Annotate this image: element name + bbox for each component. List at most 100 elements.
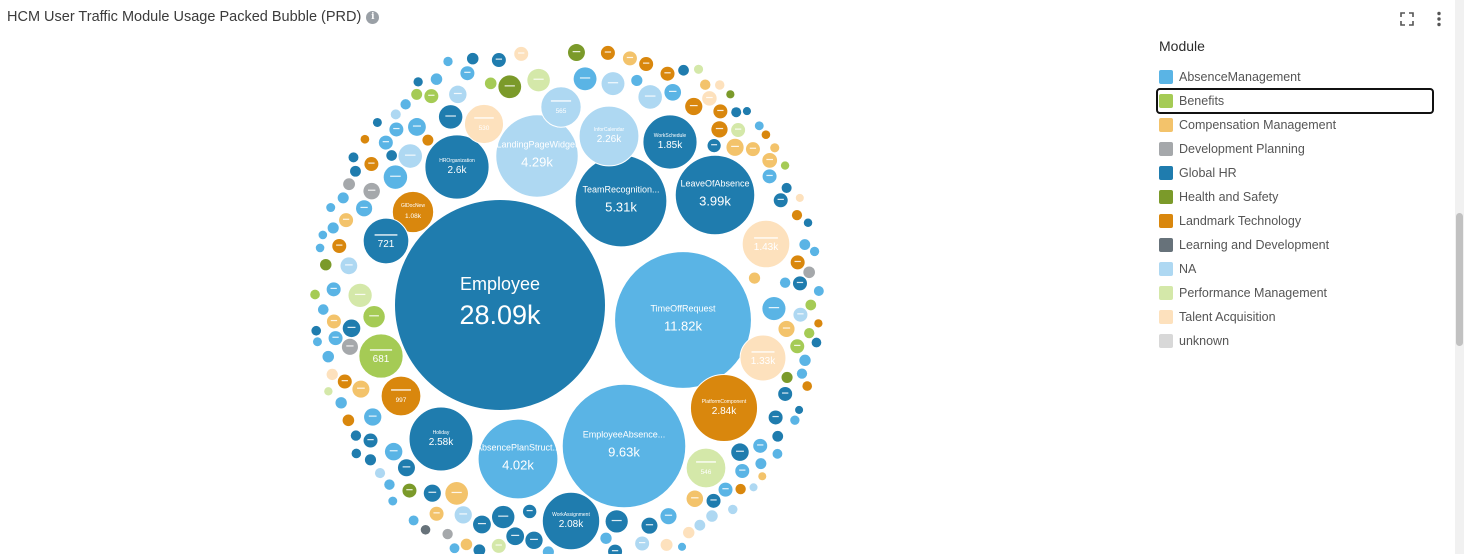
bubble-small[interactable] [311, 325, 322, 336]
bubble-small[interactable] [423, 484, 441, 502]
bubble-small[interactable] [735, 483, 746, 495]
bubble-small[interactable] [748, 272, 761, 284]
bubble[interactable]: 681 [358, 333, 404, 379]
bubble-small[interactable] [527, 68, 550, 92]
bubble-small[interactable] [352, 380, 370, 398]
bubble-small[interactable] [506, 527, 525, 546]
bubble-small[interactable] [755, 458, 767, 470]
bubble-small[interactable] [449, 543, 460, 554]
bubble-small[interactable] [390, 109, 401, 120]
legend-item[interactable]: NA [1159, 257, 1439, 281]
bubble-small[interactable] [326, 314, 341, 329]
bubble-small[interactable] [484, 77, 497, 90]
bubble-small[interactable] [324, 387, 333, 396]
legend-item[interactable]: unknown [1159, 329, 1439, 353]
bubble-small[interactable] [605, 510, 628, 533]
bubble-small[interactable] [772, 430, 784, 442]
bubble-small[interactable] [622, 51, 637, 66]
bubble-small[interactable] [350, 430, 362, 441]
bubble-small[interactable] [728, 504, 738, 515]
bubble-small[interactable] [466, 52, 479, 65]
bubble-small[interactable] [327, 222, 339, 234]
bubble-small[interactable] [639, 57, 654, 72]
bubble-small[interactable] [754, 121, 764, 131]
bubble-small[interactable] [608, 544, 623, 554]
bubble-small[interactable] [342, 319, 361, 338]
bubble-small[interactable] [731, 107, 742, 118]
bubble-small[interactable] [460, 538, 473, 551]
bubble-small[interactable] [389, 122, 404, 137]
bubble-small[interactable] [677, 542, 687, 551]
legend-item[interactable]: Benefits [1156, 88, 1434, 114]
bubble-small[interactable] [778, 386, 793, 401]
bubble[interactable]: 546 [685, 447, 727, 489]
bubble-small[interactable] [364, 408, 382, 426]
bubble-small[interactable] [804, 327, 815, 339]
bubble-small[interactable] [422, 134, 434, 146]
bubble-small[interactable] [397, 459, 415, 477]
bubble-small[interactable] [363, 305, 385, 328]
page-scrollbar[interactable] [1455, 0, 1464, 554]
bubble-small[interactable] [430, 73, 443, 85]
bubble-small[interactable] [473, 544, 486, 554]
legend-item[interactable]: Landmark Technology [1159, 209, 1439, 233]
bubble-small[interactable] [408, 118, 426, 136]
bubble-small[interactable] [790, 415, 800, 425]
bubble-small[interactable] [363, 433, 378, 448]
bubble-small[interactable] [514, 46, 529, 61]
bubble[interactable]: 1.43k [741, 219, 791, 269]
bubble-small[interactable] [326, 368, 338, 381]
bubble-small[interactable] [702, 91, 717, 106]
bubble-small[interactable] [372, 118, 382, 127]
info-icon[interactable]: i [366, 10, 380, 24]
bubble-small[interactable] [790, 339, 805, 354]
bubble-small[interactable] [402, 483, 417, 498]
bubble-small[interactable] [714, 80, 725, 90]
bubble-small[interactable] [745, 142, 760, 157]
bubble-small[interactable] [567, 44, 585, 62]
bubble-small[interactable] [660, 538, 673, 551]
bubble-small[interactable] [491, 505, 515, 529]
bubble-small[interactable] [424, 89, 439, 104]
bubble-small[interactable] [573, 67, 597, 91]
bubble-small[interactable] [749, 483, 758, 492]
bubble-small[interactable] [678, 64, 689, 76]
bubble-small[interactable] [384, 479, 395, 490]
bubble-small[interactable] [706, 510, 718, 522]
bubble-small[interactable] [731, 443, 749, 461]
bubble[interactable]: 530 [463, 103, 505, 145]
bubble-small[interactable] [350, 165, 361, 177]
bubble[interactable]: AbsencePlanStruct... 4.02k [476, 418, 560, 500]
bubble-small[interactable] [335, 397, 347, 409]
bubble-small[interactable] [351, 448, 362, 459]
bubble-small[interactable] [473, 515, 491, 534]
bubble-small[interactable] [781, 371, 793, 383]
bubble[interactable]: LeaveOfAbsence 3.99k [674, 154, 756, 236]
bubble-small[interactable] [445, 482, 469, 505]
bubble-small[interactable] [600, 45, 615, 60]
legend-item[interactable]: Health and Safety [1159, 185, 1439, 209]
bubble-small[interactable] [664, 83, 682, 101]
bubble-small[interactable] [772, 448, 783, 459]
legend-item[interactable]: Compensation Management [1159, 113, 1439, 137]
bubble-small[interactable] [413, 77, 423, 87]
bubble-small[interactable] [713, 104, 728, 119]
bubble-small[interactable] [635, 536, 650, 551]
bubble-small[interactable] [718, 482, 733, 497]
bubble-small[interactable] [601, 72, 625, 96]
legend-item[interactable]: Global HR [1159, 161, 1439, 185]
bubble-small[interactable] [348, 152, 359, 163]
bubble-small[interactable] [731, 123, 746, 138]
legend-item[interactable]: Performance Management [1159, 281, 1439, 305]
bubble-small[interactable] [693, 64, 704, 74]
bubble-small[interactable] [341, 338, 358, 355]
bubble-small[interactable] [320, 258, 332, 271]
bubble-small[interactable] [793, 307, 808, 322]
bubble-small[interactable] [420, 524, 431, 535]
bubble-small[interactable] [660, 66, 675, 81]
bubble-small[interactable] [762, 296, 786, 321]
bubble-small[interactable] [699, 79, 711, 90]
